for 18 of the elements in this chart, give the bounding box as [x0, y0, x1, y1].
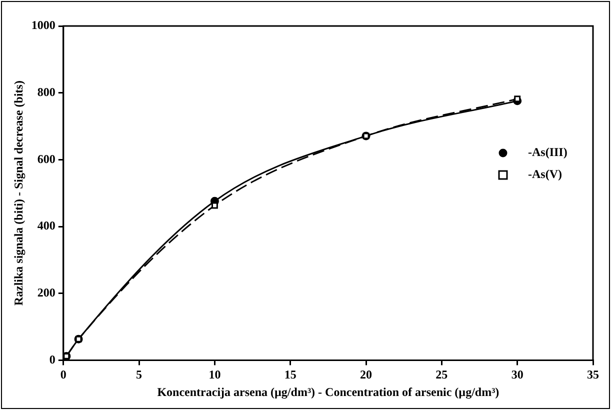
y-tick-label: 1000 [31, 18, 56, 32]
x-tick-label: 15 [284, 367, 296, 382]
x-tick-label: 35 [587, 367, 599, 382]
x-tick-label: 20 [360, 367, 372, 382]
x-tick-label: 25 [436, 367, 448, 382]
y-tick-label: 800 [37, 84, 56, 99]
y-tick-label: 0 [49, 352, 56, 366]
y-tick-label: 600 [37, 152, 56, 166]
x-tick-label: 5 [136, 367, 142, 382]
x-tick-label: 0 [60, 367, 66, 382]
x-tick-label: 10 [208, 367, 221, 382]
x-tick-label: 30 [511, 367, 524, 382]
legend-label: -As(V) [528, 167, 562, 182]
y-tick-label: 400 [37, 218, 56, 233]
x-axis-title: Koncentracija arsena (µg/dm³) - Concentration of arsenic (µg/dm³) [157, 384, 500, 399]
y-axis-title: Razlika signala (biti) - Signal decrease (bits) [11, 80, 26, 306]
legend-label: -As(III) [528, 145, 568, 160]
y-tick-label: 200 [37, 285, 56, 300]
